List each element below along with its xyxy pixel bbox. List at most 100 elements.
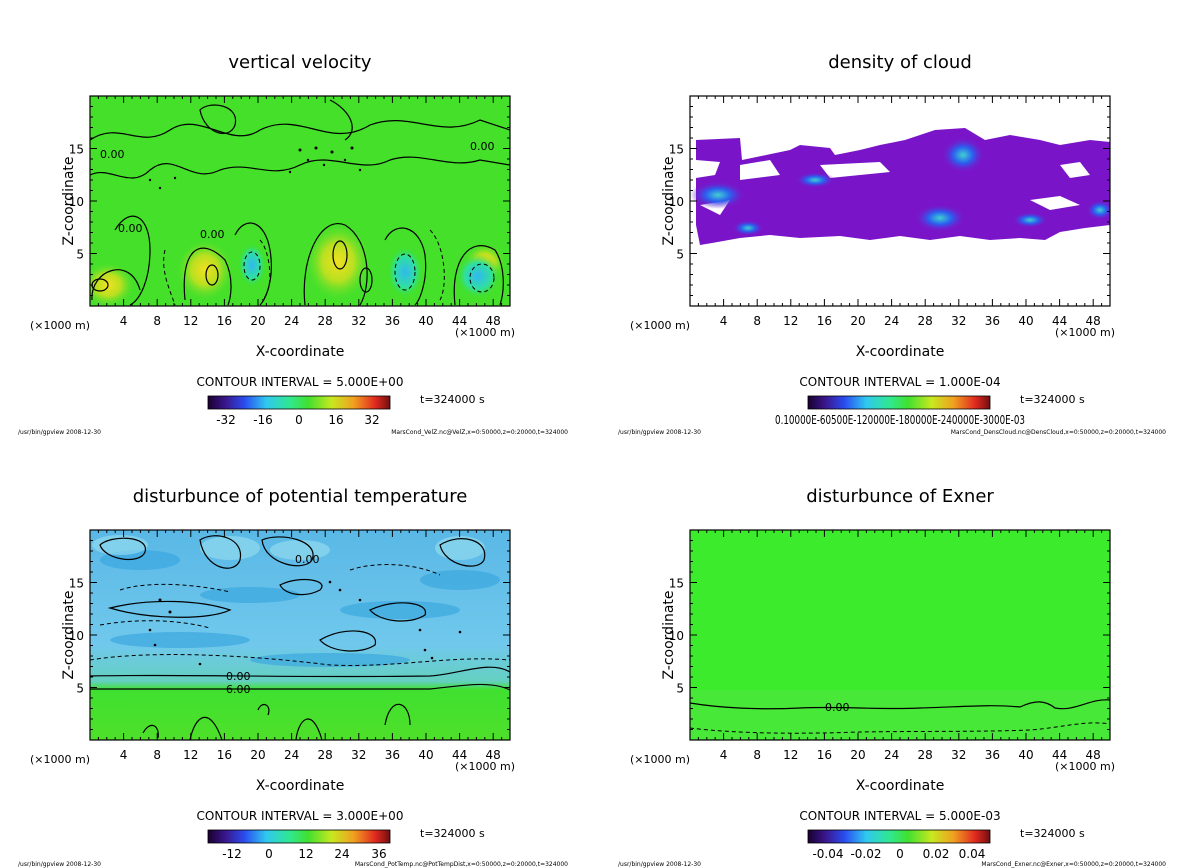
pottemp-field [90, 530, 510, 740]
x-tick-label: 44 [1052, 748, 1067, 762]
colorbar [207, 829, 391, 844]
cloud-field [690, 96, 1110, 306]
x-tick-label: 16 [817, 748, 832, 762]
colorbar [807, 395, 991, 410]
x-tick-label: 40 [1018, 314, 1033, 328]
x-tick-label: 36 [985, 748, 1000, 762]
contour-label: 0.00 [118, 222, 143, 235]
y-axis-label: Z-coordinate [661, 590, 677, 679]
time-label: t=324000 s [1020, 393, 1085, 406]
panel-potential-temperature: disturbunce of potential temperature [18, 486, 568, 868]
colorbar-label: -0.04 [812, 847, 843, 861]
contour-label: 0.00 [226, 670, 251, 683]
colorbar [807, 829, 991, 844]
exner-field [690, 530, 1110, 740]
x-tick-label: 12 [783, 748, 798, 762]
colorbar-label: 36 [371, 847, 386, 861]
contour-label: 6.00 [226, 683, 251, 696]
colorbar-label: 16 [328, 413, 343, 427]
panel-title: disturbunce of potential temperature [133, 486, 468, 507]
contour-label: 0.00 [200, 228, 225, 241]
y-tick-label: 10 [69, 195, 84, 209]
colorbar-labels: -0.04 -0.02 0 0.02 0.04 [812, 847, 985, 861]
footer-right: MarsCond_VelZ.nc@VelZ,x=0:50000,z=0:2000… [391, 429, 568, 436]
x-tick-label: 32 [351, 748, 366, 762]
x-tick-label: 24 [284, 314, 299, 328]
panel-density-of-cloud: density of cloud 4 8 12 16 20 24 28 32 36 40 44 485… [618, 52, 1166, 436]
x-tick-label: 40 [418, 314, 433, 328]
colorbar-label: -0.02 [850, 847, 881, 861]
x-unit-right: (×1000 m) [1055, 760, 1115, 773]
x-tick-label: 4 [120, 314, 128, 328]
x-axis-label: X-coordinate [856, 778, 945, 794]
x-tick-label: 8 [153, 748, 161, 762]
y-tick-label: 10 [669, 629, 684, 643]
y-tick-label: 10 [669, 195, 684, 209]
x-tick-label: 20 [850, 748, 865, 762]
x-tick-label: 16 [817, 314, 832, 328]
x-tick-label: 8 [753, 314, 761, 328]
colorbar-labels: -12 0 12 24 36 [222, 847, 386, 861]
footer-right: MarsCond_PotTemp.nc@PotTempDist,x=0:5000… [355, 861, 568, 868]
contour-interval: CONTOUR INTERVAL = 5.000E+00 [197, 375, 404, 389]
x-unit-left: (×1000 m) [30, 753, 90, 766]
time-label: t=324000 s [420, 827, 485, 840]
contour-interval: CONTOUR INTERVAL = 5.000E-03 [799, 809, 1000, 823]
contour-label: 0.00 [100, 148, 125, 161]
x-tick-label: 4 [720, 748, 728, 762]
x-tick-label: 32 [951, 748, 966, 762]
time-label: t=324000 s [420, 393, 485, 406]
y-axis-label: Z-coordinate [61, 590, 77, 679]
x-tick-label: 28 [918, 748, 933, 762]
y-tick-label: 10 [69, 629, 84, 643]
x-unit-left: (×1000 m) [630, 319, 690, 332]
panel-exner: disturbunce of Exner 0.00 4 8 12 16 20 24 28 32… [618, 486, 1166, 868]
footer-right: MarsCond_DensCloud.nc@DensCloud,x=0:5000… [951, 429, 1166, 436]
x-tick-label: 16 [217, 314, 232, 328]
x-tick-label: 4 [720, 314, 728, 328]
x-axis-label: X-coordinate [256, 344, 345, 360]
y-tick-label: 5 [676, 248, 684, 262]
x-tick-label: 16 [217, 748, 232, 762]
x-tick-label: 28 [318, 314, 333, 328]
x-tick-label: 36 [985, 314, 1000, 328]
x-tick-label: 36 [385, 314, 400, 328]
colorbar-label: 12 [298, 847, 313, 861]
footer-left: /usr/bin/gpview 2008-12-30 [18, 429, 101, 436]
x-tick-label: 20 [250, 314, 265, 328]
x-tick-label: 12 [783, 314, 798, 328]
contour-labels: 0.00 0.00 6.00 [226, 553, 320, 696]
colorbar-label: 0.04 [959, 847, 986, 861]
x-tick-label: 40 [1018, 748, 1033, 762]
y-tick-label: 5 [676, 682, 684, 696]
x-axis-label: X-coordinate [256, 778, 345, 794]
x-tick-label: 32 [951, 314, 966, 328]
x-tick-label: 8 [153, 314, 161, 328]
x-tick-label: 4 [120, 748, 128, 762]
x-tick-label: 40 [418, 748, 433, 762]
x-tick-label: 32 [351, 314, 366, 328]
x-tick-label: 44 [1052, 314, 1067, 328]
colorbar-label: 0 [295, 413, 303, 427]
colorbar-label: 0 [265, 847, 273, 861]
x-unit-right: (×1000 m) [1055, 326, 1115, 339]
colorbar-label: 24 [334, 847, 349, 861]
x-tick-label: 12 [183, 314, 198, 328]
y-axis-label: Z-coordinate [61, 156, 77, 245]
footer-left: /usr/bin/gpview 2008-12-30 [18, 861, 101, 868]
colorbar-labels: -32 -16 0 16 32 [216, 413, 379, 427]
y-tick-label: 15 [69, 143, 84, 157]
x-unit-right: (×1000 m) [455, 326, 515, 339]
x-tick-label: 24 [884, 314, 899, 328]
x-tick-label: 12 [183, 748, 198, 762]
x-tick-label: 48 [486, 314, 501, 328]
panel-title: density of cloud [828, 52, 972, 73]
contour-label: 0.00 [825, 701, 850, 714]
x-tick-label: 28 [318, 748, 333, 762]
x-unit-left: (×1000 m) [30, 319, 90, 332]
x-unit-right: (×1000 m) [455, 760, 515, 773]
